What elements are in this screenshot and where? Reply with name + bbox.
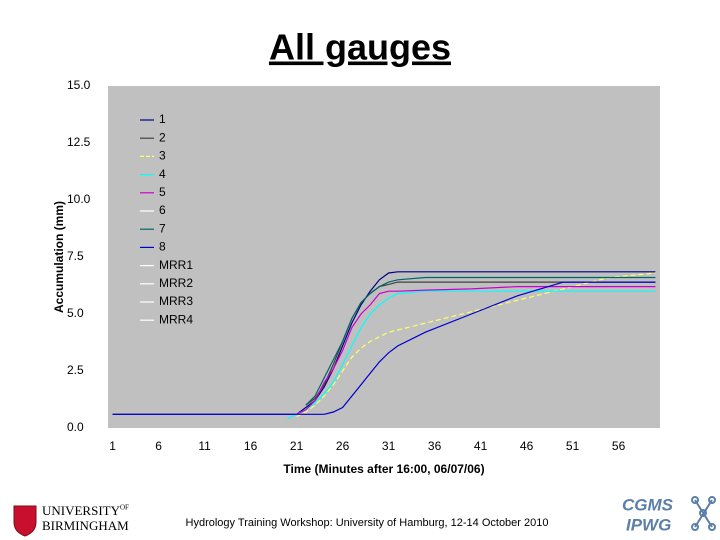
y-axis-label: Accumulation (mm) [52, 201, 66, 313]
y-tick-label: 15.0 [67, 78, 91, 92]
legend-label: 1 [159, 112, 166, 126]
logo-text: CGMS [622, 495, 674, 514]
legend-label: 4 [159, 167, 166, 181]
y-tick-label: 10.0 [67, 192, 91, 206]
crest [13, 505, 37, 537]
plot-area [108, 86, 660, 428]
series-line [296, 272, 656, 418]
legend-label: 3 [159, 149, 166, 163]
legend-label: MRR2 [159, 276, 193, 290]
university-name: BIRMINGHAM [42, 518, 129, 533]
x-tick-label: 16 [244, 439, 258, 453]
series-line [296, 286, 656, 415]
y-tick-label: 5.0 [67, 306, 84, 320]
logo-network [691, 496, 716, 531]
legend-label: MRR3 [159, 294, 193, 308]
x-tick-label: 26 [336, 439, 350, 453]
footer-caption: Hydrology Training Workshop: University … [186, 517, 549, 529]
series-line [112, 281, 656, 415]
y-tick-label: 0.0 [67, 420, 84, 434]
legend-label: 8 [159, 240, 166, 254]
x-tick-label: 1 [109, 439, 116, 453]
legend-label: 2 [159, 130, 166, 144]
university-logo: UNIVERSITY OF BIRMINGHAM [13, 503, 129, 537]
x-tick-label: 51 [566, 439, 580, 453]
series-line [305, 276, 656, 406]
y-tick-label: 2.5 [67, 363, 84, 377]
x-tick-label: 11 [198, 439, 211, 453]
cgms-logo: CGMS IPWG [622, 495, 716, 534]
chart-title: All gauges [269, 27, 451, 68]
legend-label: 5 [159, 185, 166, 199]
y-tick-label: 12.5 [67, 135, 91, 149]
x-axis-label: Time (Minutes after 16:00, 06/07/06) [283, 462, 484, 476]
x-tick-label: 56 [612, 439, 626, 453]
x-tick-label: 36 [428, 439, 442, 453]
series-line [287, 290, 656, 420]
legend-label: MRR4 [159, 312, 193, 326]
x-tick-label: 6 [155, 439, 162, 453]
x-tick-label: 41 [474, 439, 488, 453]
x-tick-label: 21 [290, 439, 304, 453]
x-tick-label: 46 [520, 439, 534, 453]
legend-label: MRR1 [159, 258, 193, 272]
logo-text: IPWG [626, 515, 671, 534]
legend-label: 7 [159, 221, 166, 235]
x-tick-label: 31 [382, 439, 396, 453]
y-tick-label: 7.5 [67, 249, 84, 263]
legend-label: 6 [159, 203, 166, 217]
university-name: UNIVERSITY [42, 503, 121, 518]
university-of: OF [120, 504, 129, 512]
